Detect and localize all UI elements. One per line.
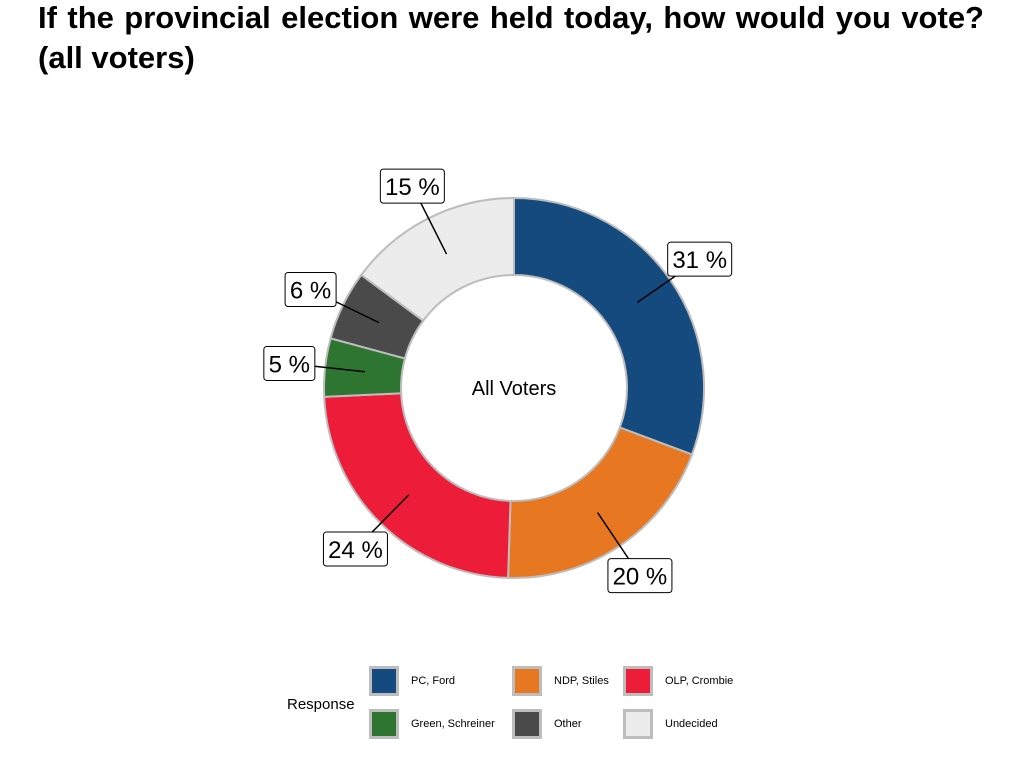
legend-item: NDP, Stiles bbox=[512, 666, 609, 696]
slice-1 bbox=[507, 426, 694, 579]
legend-swatch bbox=[512, 709, 542, 739]
legend-label: OLP, Crombie bbox=[665, 675, 734, 687]
legend-title: Response bbox=[287, 696, 355, 713]
slice-2 bbox=[323, 392, 512, 579]
center-label: All Voters bbox=[472, 378, 556, 400]
data-label-0: 31 % bbox=[672, 247, 727, 274]
legend-label: Green, Schreiner bbox=[411, 718, 495, 730]
data-label-box-1 bbox=[607, 558, 673, 594]
legend-swatch bbox=[512, 666, 542, 696]
chart-title: If the provincial election were held tod… bbox=[38, 0, 984, 75]
data-label-box-0 bbox=[667, 241, 733, 277]
legend-item: Undecided bbox=[623, 709, 718, 739]
legend-swatch bbox=[369, 666, 399, 696]
data-label-3: 5 % bbox=[269, 351, 310, 378]
legend-item: OLP, Crombie bbox=[623, 666, 733, 696]
slice-5 bbox=[359, 196, 515, 323]
donut-chart: All Voters 31 % 20 % 24 % 5 % 6 % 15 % bbox=[263, 168, 733, 594]
legend-label: Undecided bbox=[665, 718, 718, 730]
data-label-1: 20 % bbox=[613, 564, 668, 591]
legend-item: PC, Ford bbox=[369, 666, 455, 696]
legend-item: Green, Schreiner bbox=[369, 709, 495, 739]
slice-0 bbox=[513, 196, 705, 456]
data-label-box-5 bbox=[379, 168, 445, 204]
legend-label: PC, Ford bbox=[411, 675, 456, 687]
data-label-4: 6 % bbox=[290, 277, 331, 304]
data-label-2: 24 % bbox=[328, 537, 383, 564]
data-label-5: 15 % bbox=[385, 174, 440, 201]
data-label-box-4 bbox=[284, 271, 337, 307]
legend-label: Other bbox=[554, 718, 582, 730]
data-label-box-3 bbox=[263, 345, 316, 381]
data-label-box-2 bbox=[322, 531, 388, 567]
legend-swatch bbox=[369, 709, 399, 739]
legend-label: NDP, Stiles bbox=[554, 675, 609, 687]
legend-swatch bbox=[623, 666, 653, 696]
legend-swatch bbox=[623, 709, 653, 739]
legend-item: Other bbox=[512, 709, 582, 739]
